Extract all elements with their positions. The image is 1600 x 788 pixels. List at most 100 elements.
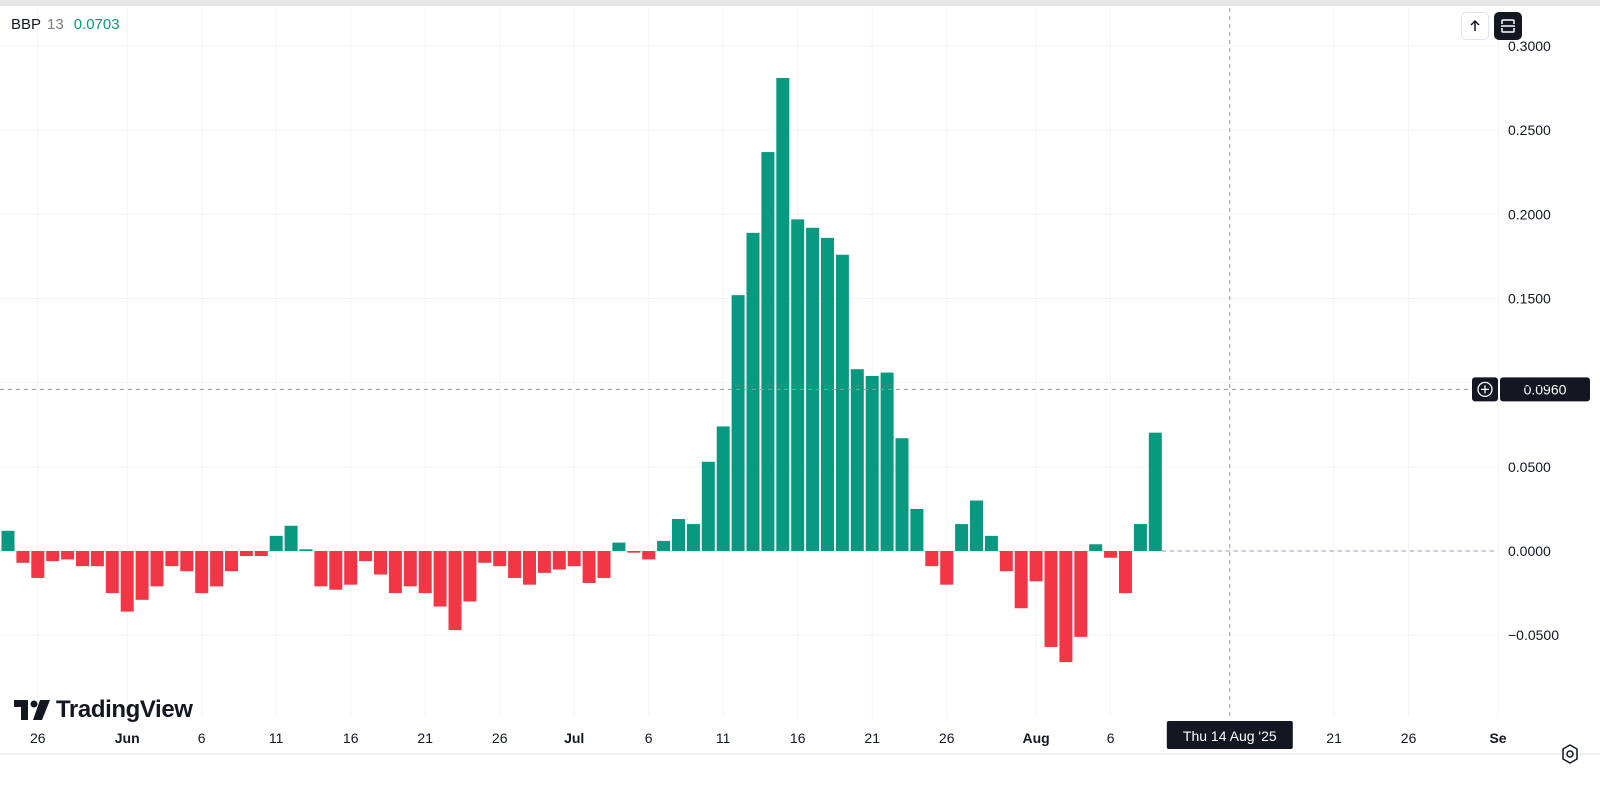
histogram-bar <box>299 549 313 551</box>
histogram-bar <box>225 551 238 572</box>
histogram-bar <box>433 551 447 607</box>
bottom-toolbar-edge <box>0 772 1600 788</box>
indicator-param: 13 <box>47 16 64 33</box>
x-tick-label: 16 <box>790 730 806 746</box>
x-tick-label: 26 <box>30 730 46 746</box>
y-tick-label: 0.0500 <box>1508 459 1551 475</box>
histogram-bar <box>90 551 104 567</box>
tradingview-logo[interactable]: TradingView <box>14 696 193 724</box>
crosshair-price-label: 0.0960 <box>1524 381 1567 397</box>
histogram-bar <box>105 551 119 594</box>
histogram-bar <box>701 461 715 551</box>
price-axis[interactable]: 0.3000 0.2500 0.2000 0.1500 0.1000 0.0500 0.00… <box>1508 38 1559 643</box>
histogram-bar <box>314 551 328 587</box>
histogram-bar <box>642 551 656 560</box>
plus-circle-icon <box>1477 381 1493 398</box>
histogram-bar <box>508 551 522 578</box>
histogram-bar <box>686 524 700 551</box>
histogram-bar <box>1133 524 1147 551</box>
crosshair-date-label: Thu 14 Aug '25 <box>1183 728 1277 744</box>
crosshair-date-box <box>1166 721 1293 749</box>
settings-icon <box>1562 744 1578 764</box>
histogram-bars <box>1 77 1162 663</box>
histogram-bar <box>344 551 358 585</box>
x-tick-label: 21 <box>417 730 433 746</box>
histogram-bar <box>478 551 492 563</box>
histogram-bar <box>418 551 432 594</box>
histogram-bar <box>1029 551 1043 582</box>
indicator-name: BBP <box>11 16 42 33</box>
histogram-bar <box>657 540 671 551</box>
tradingview-logo-icon <box>14 700 50 720</box>
histogram-bar <box>150 551 164 587</box>
histogram-bar <box>850 369 864 551</box>
histogram-bar <box>61 551 75 560</box>
histogram-bar <box>999 551 1013 572</box>
histogram-bar <box>329 551 343 590</box>
x-tick-label: Aug <box>1022 730 1049 746</box>
indicator-value: 0.0703 <box>73 16 120 33</box>
x-tick-label: 11 <box>716 730 731 746</box>
histogram-bar <box>865 375 879 551</box>
histogram-bar <box>597 551 611 578</box>
tradingview-wordmark: TradingView <box>56 696 193 723</box>
crosshair-price-box <box>1500 377 1590 402</box>
expand-button[interactable] <box>1494 12 1522 40</box>
y-tick-label: 0.1000 <box>1508 375 1551 391</box>
expand-icon <box>1501 19 1515 33</box>
x-tick-label: 26 <box>1401 730 1417 746</box>
x-tick-label: 26 <box>492 730 508 746</box>
time-axis[interactable]: 26 Jun 6 11 16 21 26 Jul 6 11 16 21 26 Aug 6 21 26 Se <box>0 730 1600 755</box>
histogram-bar <box>895 438 909 551</box>
histogram-bar <box>567 551 581 567</box>
plus-icon <box>1481 385 1489 394</box>
histogram-bar <box>16 551 30 563</box>
chart-settings-button[interactable] <box>1558 742 1582 766</box>
histogram-bar <box>120 551 134 612</box>
histogram-bar <box>746 232 760 551</box>
histogram-bar <box>1014 551 1028 609</box>
histogram-bar <box>180 551 194 572</box>
y-tick-label: 0.0000 <box>1508 543 1551 559</box>
histogram-bar <box>821 237 834 551</box>
histogram-bar <box>627 551 641 553</box>
histogram-bar <box>374 551 387 575</box>
top-border <box>0 0 1600 6</box>
x-tick-label: 16 <box>343 730 359 746</box>
histogram-bar <box>716 426 730 551</box>
histogram-bar <box>984 535 998 551</box>
x-tick-label: Jun <box>115 730 140 746</box>
y-tick-label: −0.0500 <box>1508 627 1559 643</box>
arrow-up-icon <box>1470 19 1480 31</box>
histogram-bar <box>910 508 924 551</box>
histogram-bar <box>388 551 402 594</box>
histogram-bar <box>493 551 507 567</box>
indicator-legend[interactable]: BBP 13 0.0703 <box>11 16 120 33</box>
histogram-bar <box>1119 551 1132 594</box>
histogram-bar <box>761 152 775 552</box>
histogram-bar <box>1074 551 1088 637</box>
histogram-bar <box>448 551 462 631</box>
histogram-bar <box>46 551 60 562</box>
histogram-bar <box>403 551 417 587</box>
histogram-bar <box>925 551 939 567</box>
histogram-bar <box>791 219 805 551</box>
histogram-bar <box>284 525 298 551</box>
histogram-bar <box>165 551 179 567</box>
x-tick-label: 6 <box>645 730 653 746</box>
histogram-bar <box>955 524 969 551</box>
histogram-bar <box>835 254 849 551</box>
histogram-bar <box>359 551 373 562</box>
histogram-bar <box>1148 432 1162 551</box>
histogram-bar <box>1 530 15 551</box>
x-tick-label: 11 <box>269 730 284 746</box>
histogram-bar <box>776 77 790 551</box>
scroll-up-button[interactable] <box>1461 12 1489 40</box>
grid <box>0 8 1499 718</box>
x-tick-label: 21 <box>864 730 880 746</box>
histogram-bar <box>76 551 89 567</box>
x-tick-label: 21 <box>1326 730 1342 746</box>
histogram-bar <box>210 551 224 587</box>
histogram-bar <box>552 551 566 570</box>
